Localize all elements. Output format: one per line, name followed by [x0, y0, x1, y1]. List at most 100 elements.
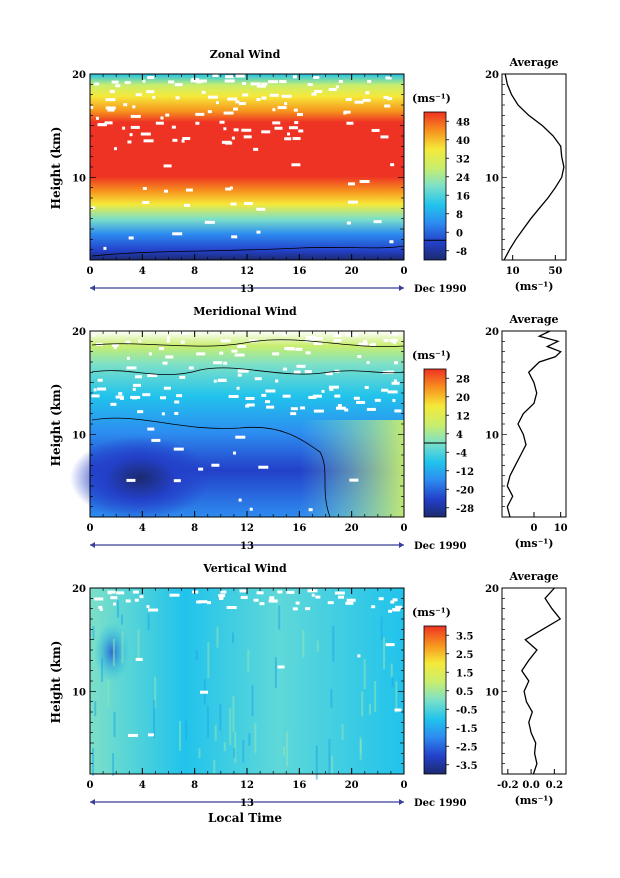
zonal-gap	[163, 164, 172, 168]
zonal-gap	[103, 246, 107, 250]
vertical-colorbar-labels: 3.5 2.5 1.5 0.5 -0.5 -1.5 -2.5 -3.5	[446, 631, 478, 772]
vertical-gap	[286, 590, 295, 594]
zonal-gap	[132, 105, 136, 109]
meridional-colorbar-label: 28	[456, 374, 470, 385]
meridional-gap	[371, 342, 376, 346]
zonal-ytick-label: 10	[72, 173, 86, 184]
vertical-gap	[199, 690, 208, 694]
zonal-gap	[111, 80, 119, 84]
meridional-gap	[132, 383, 141, 387]
zonal-gap	[328, 88, 337, 92]
meridional-gap	[142, 393, 151, 397]
zonal-gap	[160, 116, 164, 120]
zonal-gap	[346, 121, 354, 125]
zonal-gap	[230, 202, 237, 206]
vertical-texture-stroke	[315, 745, 318, 780]
vertical-texture-stroke	[153, 700, 156, 738]
meridional-gap	[126, 366, 137, 370]
vertical-texture-stroke	[198, 748, 201, 759]
zonal-gap	[256, 97, 261, 101]
meridional-colorbar-label: 12	[456, 411, 470, 422]
meridional-gap	[148, 352, 152, 356]
vertical-texture-stroke	[247, 649, 250, 672]
zonal-profile-unit: (ms⁻¹)	[515, 280, 554, 293]
vertical-gap	[327, 601, 334, 605]
vertical-gap	[94, 597, 104, 601]
meridional-gap	[213, 361, 223, 365]
zonal-xtick-label: 0	[401, 266, 408, 277]
vertical-gap	[132, 590, 139, 594]
vertical-profile-ytick-label: 20	[485, 584, 499, 595]
vertical-ytick-label: 20	[72, 584, 86, 595]
meridional-gap	[147, 374, 158, 378]
zonal-gap	[225, 75, 235, 79]
zonal-gap	[384, 104, 391, 108]
vertical-texture-stroke	[179, 721, 182, 751]
meridional-date-arrow-right	[399, 542, 404, 548]
zonal-title: Zonal Wind	[210, 48, 281, 61]
meridional-gap	[386, 370, 395, 374]
zonal-date-axis: 13 Dec 1990	[90, 284, 466, 295]
zonal-gap	[307, 83, 313, 87]
meridional-gap	[366, 407, 376, 411]
zonal-gap	[168, 80, 175, 84]
meridional-axes: 0 4 8 12 16 20 0 10 20	[72, 327, 407, 534]
zonal-gap	[172, 232, 183, 236]
vertical-texture-stroke	[116, 600, 119, 618]
zonal-gap	[288, 126, 298, 130]
vertical-texture-stroke	[229, 708, 232, 745]
vertical-gap	[277, 665, 285, 669]
meridional-gap	[282, 333, 287, 337]
vertical-texture-stroke	[112, 753, 115, 776]
zonal-gap	[109, 90, 115, 94]
vertical-heatmap	[90, 588, 404, 774]
meridional-gap	[356, 400, 366, 404]
meridional-gap	[234, 353, 245, 357]
vertical-texture-stroke	[251, 685, 254, 716]
meridional-profile-frame	[501, 330, 567, 518]
vertical-colorbar-label: -2.5	[456, 742, 478, 753]
meridional-gap	[353, 396, 360, 400]
zonal-gap	[235, 100, 240, 104]
zonal-gap	[184, 203, 191, 207]
zonal-ylabel: Height (km)	[49, 127, 63, 210]
meridional-gap	[179, 375, 186, 379]
meridional-gap	[391, 339, 396, 343]
vertical-colorbar-label: 2.5	[456, 650, 473, 661]
zonal-gap	[284, 137, 292, 141]
meridional-ytick-label: 20	[72, 327, 86, 338]
zonal-gap	[292, 137, 301, 141]
zonal-gap	[298, 129, 304, 133]
zonal-gap	[219, 120, 225, 124]
meridional-gap	[313, 342, 323, 346]
panel-meridional-wind: Meridional Wind 0 4 8 12 16 20 0 10 20 Height (k…	[49, 305, 568, 552]
meridional-gap	[196, 352, 206, 356]
zonal-gap	[250, 82, 261, 86]
vertical-gap	[110, 596, 118, 600]
meridional-gap	[180, 340, 185, 344]
vertical-gap	[125, 599, 131, 603]
meridional-gap	[111, 343, 119, 347]
vertical-gap	[135, 657, 143, 661]
meridional-ylabel: Height (km)	[49, 384, 63, 467]
vertical-texture-stroke	[120, 614, 123, 625]
zonal-date-day: 13	[240, 284, 254, 295]
vertical-xtick-label: 16	[292, 780, 306, 791]
zonal-gap	[268, 80, 279, 84]
meridional-gap	[249, 339, 259, 343]
meridional-gap	[335, 406, 346, 410]
meridional-xtick-label: 20	[345, 523, 359, 534]
vertical-date-label: Dec 1990	[414, 798, 466, 809]
meridional-gap	[236, 386, 240, 390]
vertical-profile: Average -0.2 0.0 0.2 10 20 (ms⁻¹)	[485, 570, 567, 807]
zonal-colorbar-label: 8	[456, 210, 463, 221]
vertical-gap	[127, 733, 138, 737]
vertical-colorbar-label: 3.5	[456, 631, 473, 642]
zonal-gap	[347, 182, 355, 186]
zonal-gap	[231, 136, 235, 140]
meridional-date-day: 13	[240, 541, 254, 552]
vertical-texture-stroke	[374, 680, 377, 712]
vertical-date-arrow-left	[90, 799, 95, 805]
meridional-date-label: Dec 1990	[414, 541, 466, 552]
vertical-texture-stroke	[219, 703, 222, 731]
